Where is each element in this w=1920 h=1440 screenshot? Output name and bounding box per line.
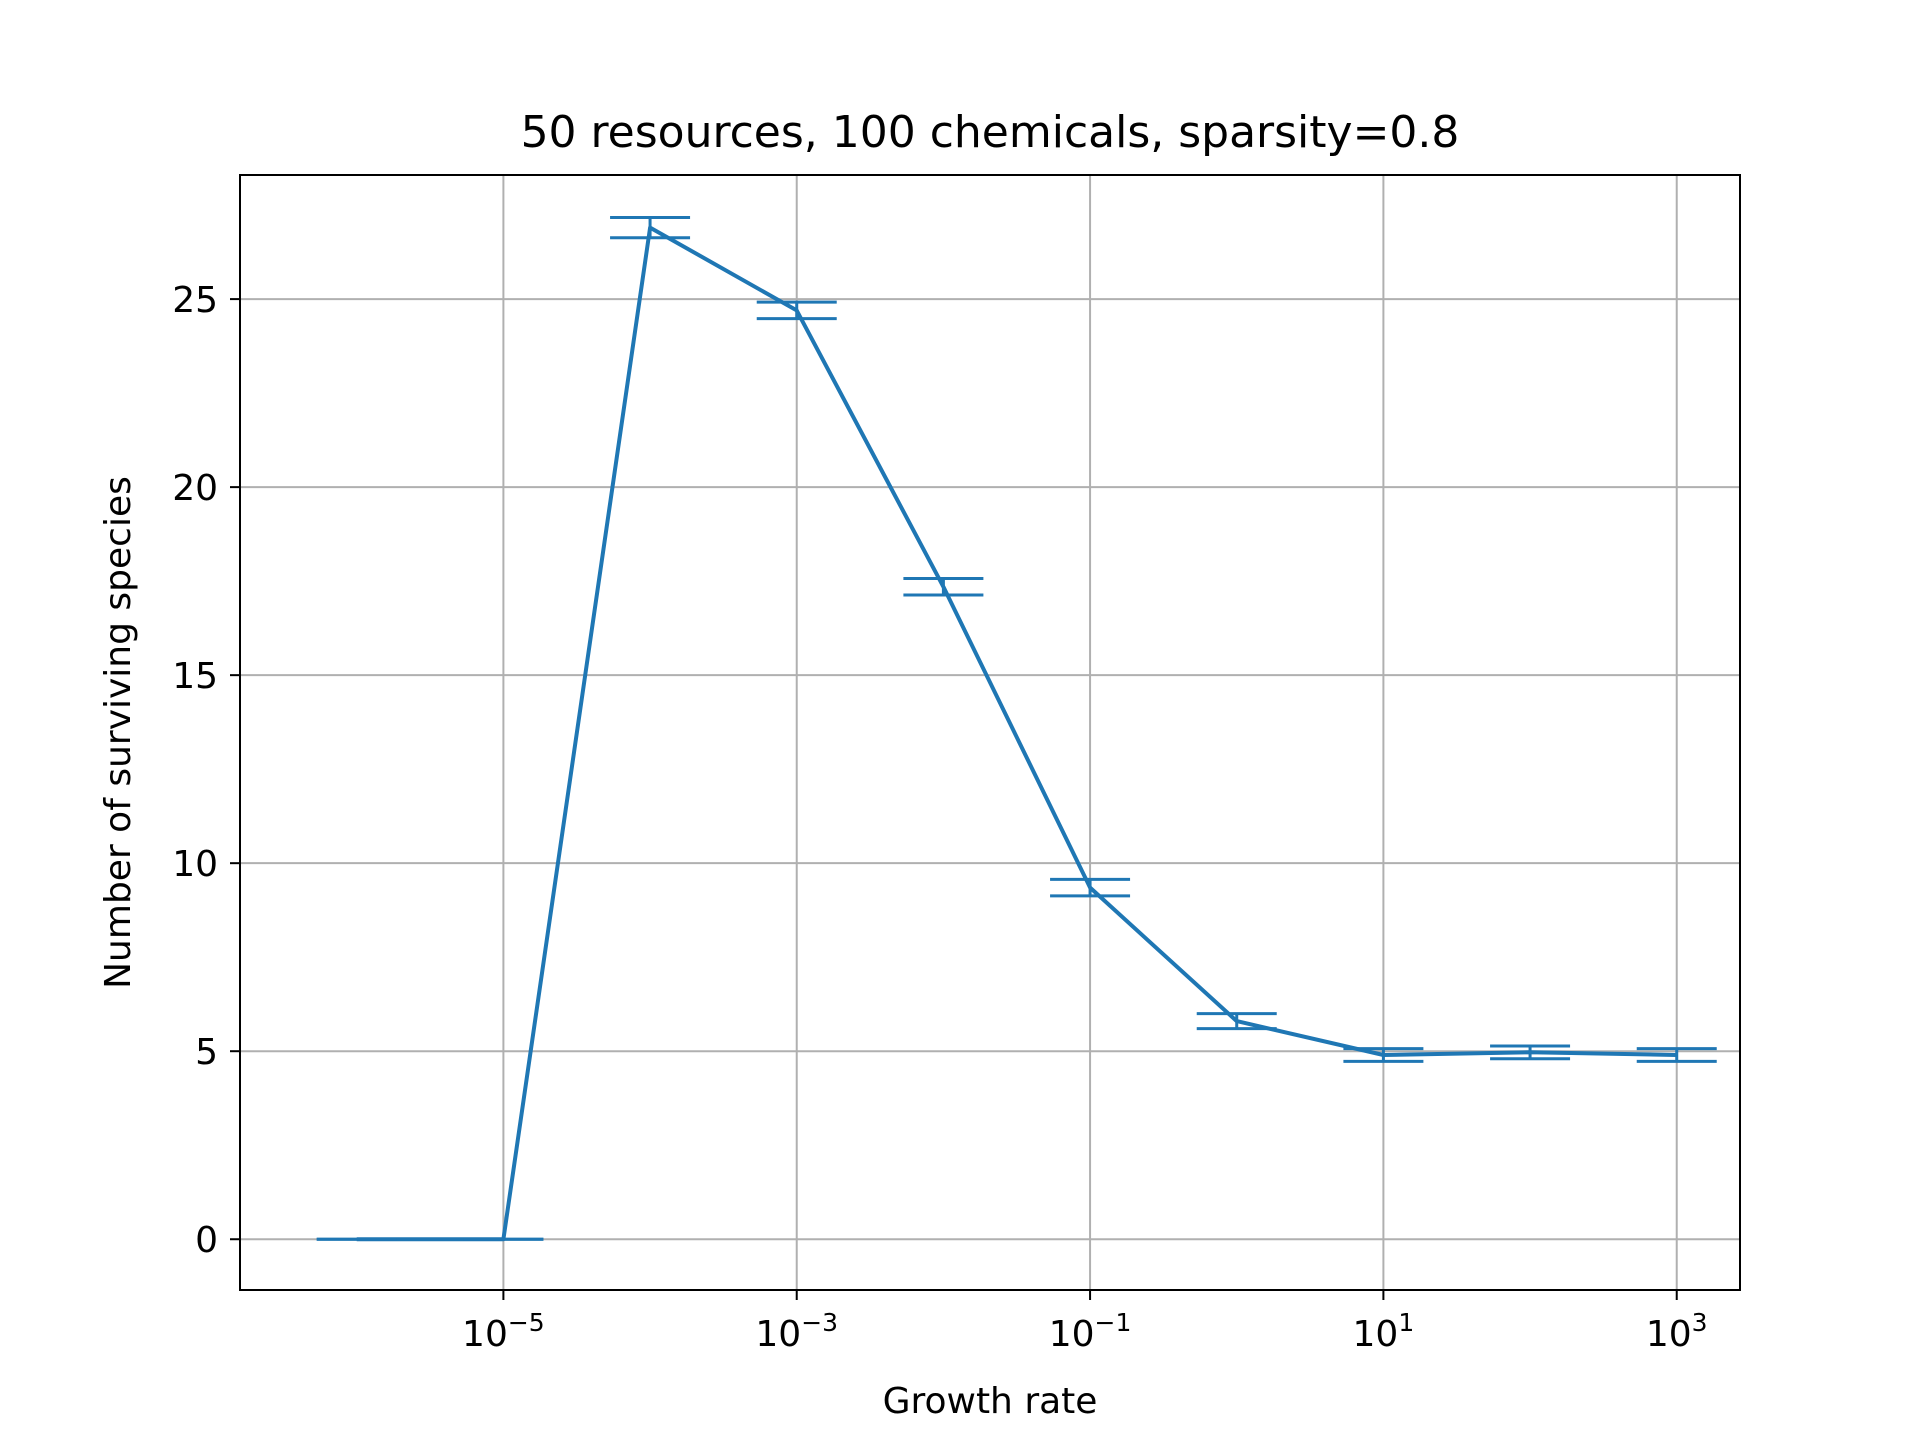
y-tick-label: 0 [195, 1220, 218, 1261]
y-tick-label: 5 [195, 1032, 218, 1073]
x-tick-label: 10−1 [1049, 1308, 1132, 1355]
y-tick-label: 20 [172, 468, 218, 509]
x-tick-label: 10−3 [755, 1308, 838, 1355]
plot-frame [239, 174, 1741, 1291]
x-axis-label: Growth rate [883, 1381, 1098, 1422]
axis-ticks: 10−5 10−3 10−1 101 103 0 5 10 15 20 25 [172, 280, 1707, 1355]
data-series [316, 215, 1717, 1242]
y-axis-label: Number of surviving species [98, 476, 139, 989]
x-tick-label: 10−5 [462, 1308, 545, 1355]
chart-title: 50 resources, 100 chemicals, sparsity=0.… [521, 107, 1460, 158]
x-tick-label: 101 [1353, 1308, 1415, 1355]
y-tick-label: 25 [172, 280, 218, 321]
series-line [356, 225, 1677, 1242]
x-tick-label: 103 [1646, 1308, 1708, 1355]
y-tick-label: 15 [172, 656, 218, 697]
y-tick-label: 10 [172, 844, 218, 885]
